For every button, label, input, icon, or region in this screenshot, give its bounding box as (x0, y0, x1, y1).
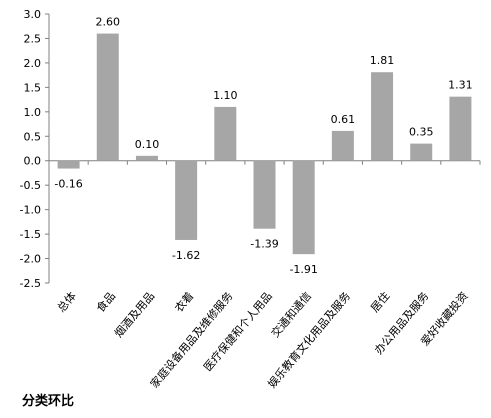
bar (292, 160, 315, 255)
bars-layer (57, 33, 472, 255)
data-label: -1.91 (289, 263, 317, 276)
y-tick-label: -0.5 (20, 179, 41, 192)
data-label: 0.10 (135, 138, 160, 151)
chart-caption: 分类环比 (22, 394, 75, 409)
data-labels-layer: -0.16 2.60 0.10 -1.62 1.10 -1.39 -1.91 0.61 1.81… (54, 16, 472, 277)
y-tick-label: 2.0 (24, 57, 42, 70)
category-label: 医疗保健和个人用品 (200, 289, 274, 374)
y-tick-label: 1.0 (24, 106, 42, 119)
data-label: 1.81 (370, 54, 395, 67)
bar (410, 143, 433, 161)
bar (175, 160, 198, 240)
bar (331, 130, 354, 161)
category-label: 衣着 (172, 289, 197, 315)
y-tick-label: -1.0 (20, 204, 41, 217)
bar (371, 72, 394, 161)
y-tick-label: 3.0 (24, 8, 42, 21)
category-label: 居住 (367, 289, 392, 315)
data-label: 1.31 (448, 79, 473, 92)
y-tick-label: 1.5 (24, 81, 42, 94)
bar (135, 155, 158, 161)
y-tick-label: -2.0 (20, 253, 41, 266)
y-tick-label: 0.0 (24, 155, 42, 168)
bar (96, 33, 119, 161)
bar (214, 106, 237, 161)
y-tick-label: -1.5 (20, 228, 41, 241)
y-tick-label: 0.5 (24, 130, 42, 143)
bar (57, 160, 80, 169)
data-label: 2.60 (96, 16, 121, 29)
data-label: -1.62 (172, 249, 200, 262)
data-label: 0.35 (409, 126, 434, 139)
category-label: 烟酒及用品 (111, 289, 157, 340)
y-tick-label: 2.5 (24, 32, 42, 45)
data-label: -0.16 (54, 178, 82, 191)
bar (253, 160, 276, 229)
y-tick-label: -2.5 (20, 277, 41, 290)
bar (449, 96, 472, 161)
data-label: -1.39 (250, 238, 278, 251)
category-label: 食品 (93, 289, 118, 315)
data-label: 0.61 (331, 113, 356, 126)
data-label: 1.10 (213, 89, 238, 102)
category-label: 总体 (54, 289, 79, 315)
